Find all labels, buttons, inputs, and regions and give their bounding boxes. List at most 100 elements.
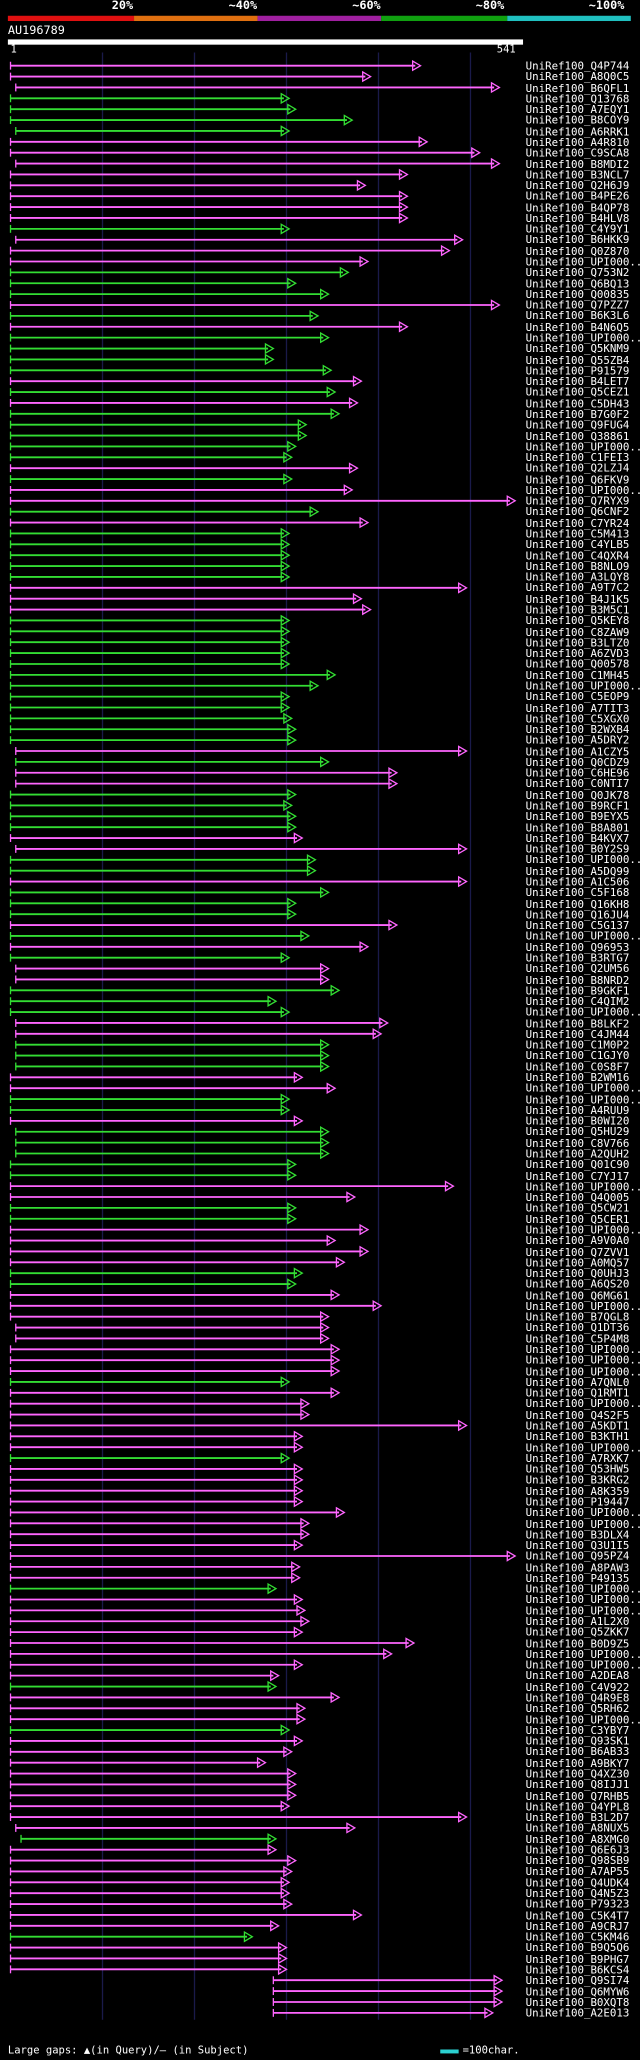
hit-label[interactable]: UniRef100_Q6MG61: [525, 1288, 630, 1302]
hit-row[interactable]: [272, 1985, 504, 1997]
hit-label[interactable]: UniRef100_B6QFL1: [525, 80, 630, 94]
hit-label[interactable]: UniRef100_C4V922: [525, 1679, 630, 1694]
hit-label[interactable]: UniRef100_B6KCS4: [525, 1962, 630, 1976]
hit-row[interactable]: [9, 1180, 455, 1192]
hit-label[interactable]: UniRef100_UPI000...: [525, 254, 640, 269]
hit-row[interactable]: [9, 277, 297, 289]
hit-label[interactable]: UniRef100_A9T7C2: [525, 581, 630, 595]
hit-row[interactable]: [15, 745, 468, 757]
hit-row[interactable]: [9, 821, 297, 833]
hit-row[interactable]: [9, 408, 341, 420]
hit-label[interactable]: UniRef100_A2E013: [525, 2006, 630, 2020]
hit-row[interactable]: [15, 756, 330, 768]
hit-label[interactable]: UniRef100_Q6MYW6: [525, 1984, 630, 1998]
hit-label[interactable]: UniRef100_Q5CW21: [525, 1201, 630, 1215]
hit-label[interactable]: UniRef100_B4J1K5: [525, 592, 630, 606]
hit-label[interactable]: UniRef100_C3YBY7: [525, 1723, 630, 1737]
hit-label[interactable]: UniRef100_UPI000...: [525, 1364, 640, 1378]
hit-label[interactable]: UniRef100_B9RCF1: [525, 798, 630, 812]
hit-label[interactable]: UniRef100_C7YJ17: [525, 1168, 630, 1182]
hit-row[interactable]: [9, 603, 372, 616]
hit-label[interactable]: UniRef100_C5K4T7: [525, 1908, 630, 1922]
hit-label[interactable]: UniRef100_B3RTG7: [525, 951, 630, 965]
hit-label[interactable]: UniRef100_A1CZY5: [525, 744, 630, 758]
hit-row[interactable]: [9, 919, 399, 931]
hit-row[interactable]: [9, 1267, 304, 1279]
hit-row[interactable]: [9, 70, 372, 83]
hit-label[interactable]: UniRef100_Q16JU4: [525, 907, 630, 921]
hit-label[interactable]: UniRef100_B4PE26: [525, 189, 630, 203]
hit-row[interactable]: [9, 1778, 297, 1791]
hit-label[interactable]: UniRef100_Q2UM56: [525, 961, 630, 976]
hit-row[interactable]: [9, 864, 317, 877]
hit-row[interactable]: [9, 473, 294, 485]
hit-row[interactable]: [9, 223, 291, 235]
hit-row[interactable]: [9, 212, 409, 224]
hit-label[interactable]: UniRef100_C5F168: [525, 885, 630, 899]
hit-label[interactable]: UniRef100_A9CRJ7: [525, 1919, 630, 1933]
hit-row[interactable]: [9, 1898, 294, 1910]
hit-label[interactable]: UniRef100_Q4UDK4: [525, 1875, 630, 1889]
hit-row[interactable]: [9, 1615, 311, 1627]
hit-row[interactable]: [9, 582, 468, 594]
hit-row[interactable]: [9, 1234, 337, 1247]
hit-label[interactable]: UniRef100_B3KTH1: [525, 1429, 630, 1443]
hit-row[interactable]: [9, 625, 291, 638]
hit-label[interactable]: UniRef100_UPI000...: [525, 1647, 640, 1661]
hit-row[interactable]: [9, 995, 278, 1007]
hit-row[interactable]: [9, 560, 291, 572]
hit-label[interactable]: UniRef100_C4Y9Y1: [525, 222, 630, 236]
hit-label[interactable]: UniRef100_Q9FUG4: [525, 418, 630, 432]
hit-label[interactable]: UniRef100_UPI000...: [525, 331, 640, 345]
hit-label[interactable]: UniRef100_B3NCL7: [525, 167, 630, 182]
hit-label[interactable]: UniRef100_Q0JK78: [525, 787, 630, 802]
hit-row[interactable]: [15, 1822, 357, 1834]
hit-label[interactable]: UniRef100_P49135: [525, 1571, 630, 1585]
hit-label[interactable]: UniRef100_Q0Z870: [525, 244, 630, 258]
hit-row[interactable]: [9, 440, 297, 453]
hit-row[interactable]: [9, 1800, 291, 1812]
hit-row[interactable]: [9, 429, 308, 442]
hit-row[interactable]: [15, 1038, 330, 1051]
hit-label[interactable]: UniRef100_C1GJY0: [525, 1049, 630, 1063]
hit-label[interactable]: UniRef100_C8V766: [525, 1136, 630, 1150]
hit-row[interactable]: [9, 1702, 307, 1715]
hit-label[interactable]: UniRef100_C4QIM2: [525, 994, 630, 1008]
hit-label[interactable]: UniRef100_Q98SB9: [525, 1853, 630, 1868]
hit-label[interactable]: UniRef100_Q6FKV9: [525, 472, 630, 486]
hit-label[interactable]: UniRef100_Q4S2F5: [525, 1407, 630, 1422]
hit-row[interactable]: [9, 1365, 341, 1377]
hit-label[interactable]: UniRef100_Q01C90: [525, 1157, 630, 1171]
hit-label[interactable]: UniRef100_UPI000...: [525, 1353, 640, 1367]
hit-label[interactable]: UniRef100_UPI000...: [525, 1397, 640, 1411]
hit-label[interactable]: UniRef100_A5KDT1: [525, 1418, 630, 1433]
hit-label[interactable]: UniRef100_B3L2D7: [525, 1810, 630, 1824]
hit-row[interactable]: [9, 288, 330, 300]
hit-row[interactable]: [9, 1659, 304, 1671]
hit-row[interactable]: [9, 1669, 280, 1682]
hit-label[interactable]: UniRef100_Q96953: [525, 940, 630, 954]
hit-row[interactable]: [9, 146, 481, 159]
hit-label[interactable]: UniRef100_A7EQY1: [525, 102, 630, 116]
hit-label[interactable]: UniRef100_C5XGX0: [525, 711, 630, 725]
hit-row[interactable]: [15, 1060, 330, 1073]
hit-row[interactable]: [9, 505, 320, 518]
hit-row[interactable]: [9, 1539, 304, 1551]
hit-label[interactable]: UniRef100_B9GKF1: [525, 983, 630, 997]
hit-row[interactable]: [9, 1506, 346, 1519]
hit-label[interactable]: UniRef100_B6K3L6: [525, 309, 630, 323]
hit-label[interactable]: UniRef100_A7TIT3: [525, 700, 630, 715]
hit-row[interactable]: [9, 690, 291, 703]
hit-row[interactable]: [9, 1571, 301, 1584]
hit-row[interactable]: [9, 1300, 383, 1312]
hit-row[interactable]: [9, 810, 297, 823]
hit-row[interactable]: [9, 1397, 311, 1410]
hit-label[interactable]: UniRef100_Q753N2: [525, 265, 630, 279]
hit-row[interactable]: [9, 418, 308, 431]
hit-row[interactable]: [9, 1930, 254, 1943]
hit-row[interactable]: [9, 168, 409, 181]
hit-row[interactable]: [9, 364, 333, 377]
hit-label[interactable]: UniRef100_C5P4M8: [525, 1331, 630, 1345]
hit-label[interactable]: UniRef100_UPI000...: [525, 1342, 640, 1356]
hit-label[interactable]: UniRef100_B9Q5Q6: [525, 1941, 630, 1955]
